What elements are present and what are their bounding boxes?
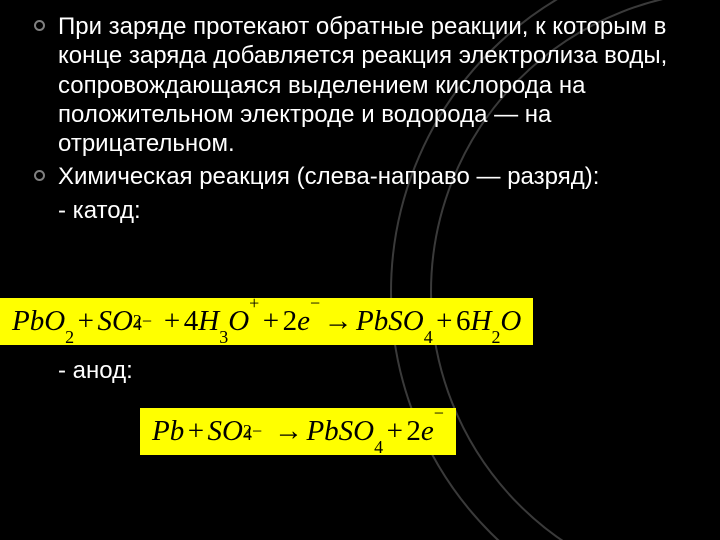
bullet-item: Химическая реакция (слева-направо — разр… (32, 162, 700, 191)
cathode-label: - катод: (58, 196, 700, 226)
bullet-text: Химическая реакция (слева-направо — разр… (58, 163, 599, 190)
anode-equation-block: Pb+SO42−→PbSO4+2e− (140, 408, 456, 455)
anode-label: - анод: (58, 357, 133, 385)
bullet-item: При заряде протекают обратные реакции, к… (32, 12, 700, 158)
bullet-list: При заряде протекают обратные реакции, к… (32, 12, 700, 192)
bullet-text: При заряде протекают обратные реакции, к… (58, 13, 667, 157)
slide-content: При заряде протекают обратные реакции, к… (32, 12, 700, 230)
anode-equation: Pb+SO42−→PbSO4+2e− (140, 408, 456, 455)
cathode-equation-block: PbO2+SO42−+4H3O++2e−→PbSO4+6H2O (0, 298, 533, 345)
cathode-equation: PbO2+SO42−+4H3O++2e−→PbSO4+6H2O (0, 298, 533, 345)
